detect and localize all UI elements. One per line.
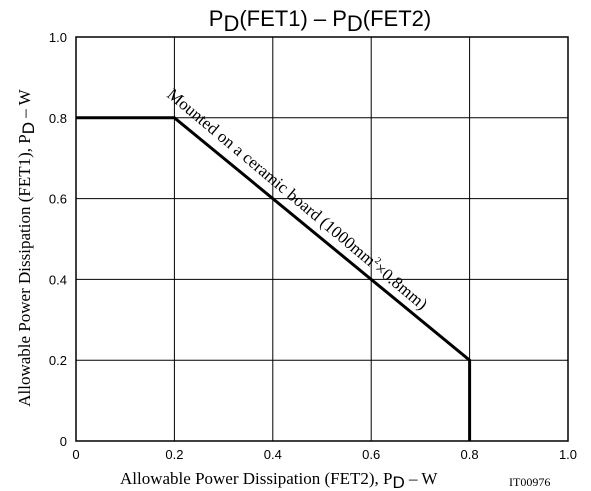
x-tick-label: 0.6 bbox=[362, 447, 380, 462]
y-axis-label: Allowable Power Dissipation (FET1), PD –… bbox=[15, 88, 38, 406]
y-tick-label: 0.6 bbox=[49, 192, 67, 207]
chart-title: PD(FET1) – PD(FET2) bbox=[209, 6, 432, 36]
x-tick-label: 0.2 bbox=[165, 447, 183, 462]
series-layer bbox=[76, 116, 472, 441]
x-tick-label: 0.4 bbox=[264, 447, 282, 462]
x-axis-label: Allowable Power Dissipation (FET2), PD –… bbox=[120, 469, 438, 491]
y-tick-label: 0 bbox=[60, 434, 67, 449]
x-tick-label: 1.0 bbox=[559, 447, 577, 462]
figure-id: IT00976 bbox=[509, 475, 550, 489]
y-tick-label: 1.0 bbox=[49, 30, 67, 45]
y-tick-label: 0.4 bbox=[49, 272, 67, 287]
plot-frame bbox=[75, 36, 569, 442]
y-tick-label: 0.2 bbox=[49, 353, 67, 368]
y-tick-label: 0.8 bbox=[49, 111, 67, 126]
series-line bbox=[76, 116, 472, 441]
x-tick-label: 0.8 bbox=[461, 447, 479, 462]
tick-labels: 0 0.2 0.4 0.6 0.8 1.0 0 0.2 0.4 0.6 0.8 1.0 bbox=[49, 30, 577, 462]
x-tick-label: 0 bbox=[72, 447, 79, 462]
grid-lines bbox=[76, 37, 568, 441]
